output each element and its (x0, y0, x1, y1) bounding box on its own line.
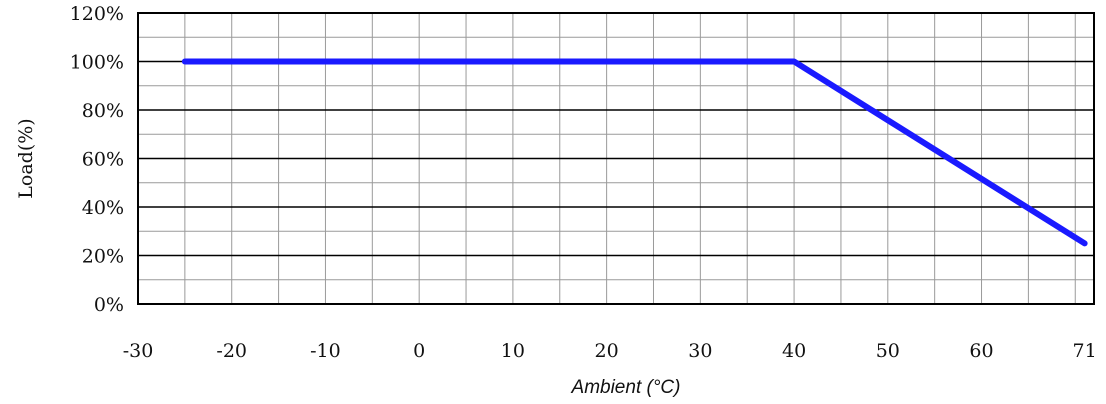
y-tick-label: 60% (82, 149, 124, 171)
plot-frame (137, 12, 1095, 305)
y-axis-label: Load(%) (15, 118, 37, 198)
x-tick-label: 20 (595, 340, 619, 362)
x-tick-label: 60 (969, 340, 993, 362)
x-tick-label: 30 (688, 340, 712, 362)
y-tick-label: 100% (70, 52, 124, 74)
x-tick-label: -30 (123, 340, 154, 362)
x-tick-label: 10 (501, 340, 525, 362)
y-tick-label: 40% (82, 197, 124, 219)
series-line (181, 58, 1088, 247)
x-tick-label: 71 (1073, 340, 1097, 362)
series-layer (181, 58, 1088, 247)
x-tick-label: 40 (782, 340, 806, 362)
y-tick-label: 0% (94, 294, 124, 316)
x-tick-label: 50 (876, 340, 900, 362)
y-tick-labels: 0% 20% 40% 60% 80% 100% 120% (70, 3, 124, 316)
y-tick-label: 120% (70, 3, 124, 25)
x-tick-labels: -30 -20 -10 0 10 20 30 40 50 60 71 (123, 340, 1097, 362)
x-axis-label: Ambient (°C) (571, 377, 681, 398)
x-tick-label: -10 (310, 340, 341, 362)
y-tick-label: 20% (82, 246, 124, 268)
x-tick-label: -20 (216, 340, 247, 362)
x-tick-label: 0 (413, 340, 425, 362)
y-tick-label: 80% (82, 100, 124, 122)
